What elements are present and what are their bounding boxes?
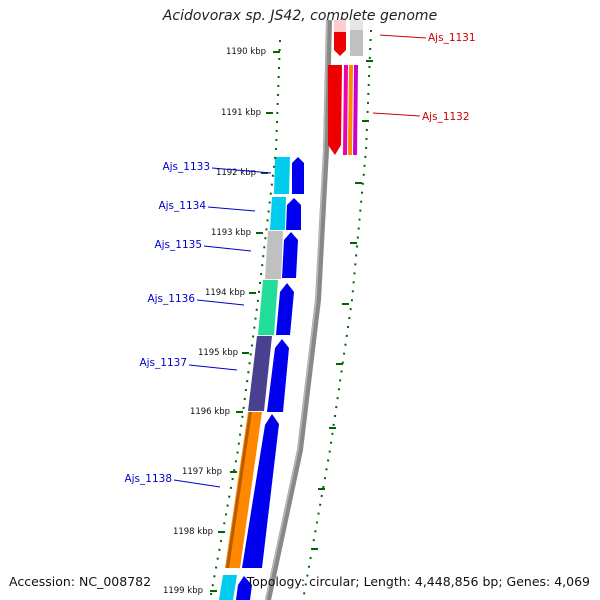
label-leader-ajs-1134 bbox=[207, 206, 256, 212]
gene-ajs-1133-arrow[interactable] bbox=[292, 157, 304, 194]
gene-label-ajs-1135[interactable]: Ajs_1135 bbox=[154, 239, 202, 251]
gene-ajs-1135-arrow[interactable] bbox=[282, 232, 298, 278]
gene-label-ajs-1134[interactable]: Ajs_1134 bbox=[158, 200, 206, 212]
gene-label-ajs-1133[interactable]: Ajs_1133 bbox=[162, 161, 210, 173]
tick-label: 1199 kbp bbox=[163, 586, 203, 596]
tick-label: 1192 kbp bbox=[216, 168, 256, 178]
genome-backbone bbox=[265, 19, 332, 600]
label-leader-ajs-1131 bbox=[379, 34, 427, 39]
gene-next-arrow bbox=[236, 576, 252, 600]
gene-ajs-1132-feature-a bbox=[343, 65, 348, 155]
scale-track-inner bbox=[209, 39, 281, 600]
gene-ajs-1131-feature bbox=[334, 20, 346, 32]
label-leader-ajs-1136 bbox=[196, 299, 245, 306]
tick-label: 1196 kbp bbox=[190, 407, 230, 417]
gene-ajs-1132-arrow[interactable] bbox=[328, 65, 342, 155]
label-leader-ajs-1133 bbox=[211, 167, 272, 174]
gene-ajs-1136-arrow[interactable] bbox=[276, 283, 294, 335]
gene-label-ajs-1131[interactable]: Ajs_1131 bbox=[428, 32, 476, 44]
map-title: Acidovorax sp. JS42, complete genome bbox=[162, 8, 438, 24]
accession-label: Accession: NC_008782 bbox=[9, 574, 152, 589]
tick-label: 1195 kbp bbox=[198, 348, 238, 358]
forward-strand bbox=[328, 20, 363, 155]
gene-next-cds bbox=[219, 575, 237, 600]
label-leader-ajs-1137 bbox=[188, 364, 238, 371]
tick-label: 1193 kbp bbox=[211, 228, 251, 238]
tick-label: 1198 kbp bbox=[173, 527, 213, 537]
gene-ajs-1137-cds[interactable] bbox=[248, 336, 272, 411]
gene-ajs-1131-arrow[interactable] bbox=[334, 32, 346, 56]
gene-ajs-1136-cds[interactable] bbox=[258, 280, 278, 335]
gene-ajs-1138-arrow[interactable] bbox=[242, 414, 279, 568]
tick-label: 1194 kbp bbox=[205, 288, 245, 298]
outer-major-ticks bbox=[311, 60, 373, 550]
scale-track-outer bbox=[302, 29, 372, 600]
gene-ajs-1131-cds-shade bbox=[350, 20, 363, 30]
tick-label: 1190 kbp bbox=[226, 47, 266, 57]
gene-ajs-1132-feature-b bbox=[348, 65, 353, 155]
label-leader-ajs-1138 bbox=[173, 479, 221, 488]
gene-label-ajs-1137[interactable]: Ajs_1137 bbox=[139, 357, 187, 369]
gene-ajs-1137-arrow[interactable] bbox=[267, 339, 289, 412]
gene-ajs-1132-feature-c bbox=[353, 65, 358, 155]
gene-label-ajs-1132[interactable]: Ajs_1132 bbox=[422, 111, 470, 123]
gene-ajs-1135-cds[interactable] bbox=[265, 231, 283, 279]
tick-label: 1191 kbp bbox=[221, 108, 261, 118]
genome-backbone-highlight bbox=[265, 19, 328, 600]
label-leader-ajs-1135 bbox=[203, 245, 252, 252]
gene-label-ajs-1136[interactable]: Ajs_1136 bbox=[147, 293, 195, 305]
gene-ajs-1138-cds-shade bbox=[226, 412, 252, 568]
gene-label-ajs-1138[interactable]: Ajs_1138 bbox=[124, 473, 172, 485]
gene-ajs-1133-cds[interactable] bbox=[274, 157, 290, 194]
label-leader-ajs-1132 bbox=[372, 112, 421, 117]
topology-label: Topology: circular; Length: 4,448,856 bp… bbox=[246, 574, 590, 589]
tick-label: 1197 kbp bbox=[182, 467, 222, 477]
gene-ajs-1134-cds[interactable] bbox=[270, 197, 286, 230]
reverse-strand bbox=[219, 157, 304, 600]
gene-ajs-1134-arrow[interactable] bbox=[286, 198, 301, 230]
